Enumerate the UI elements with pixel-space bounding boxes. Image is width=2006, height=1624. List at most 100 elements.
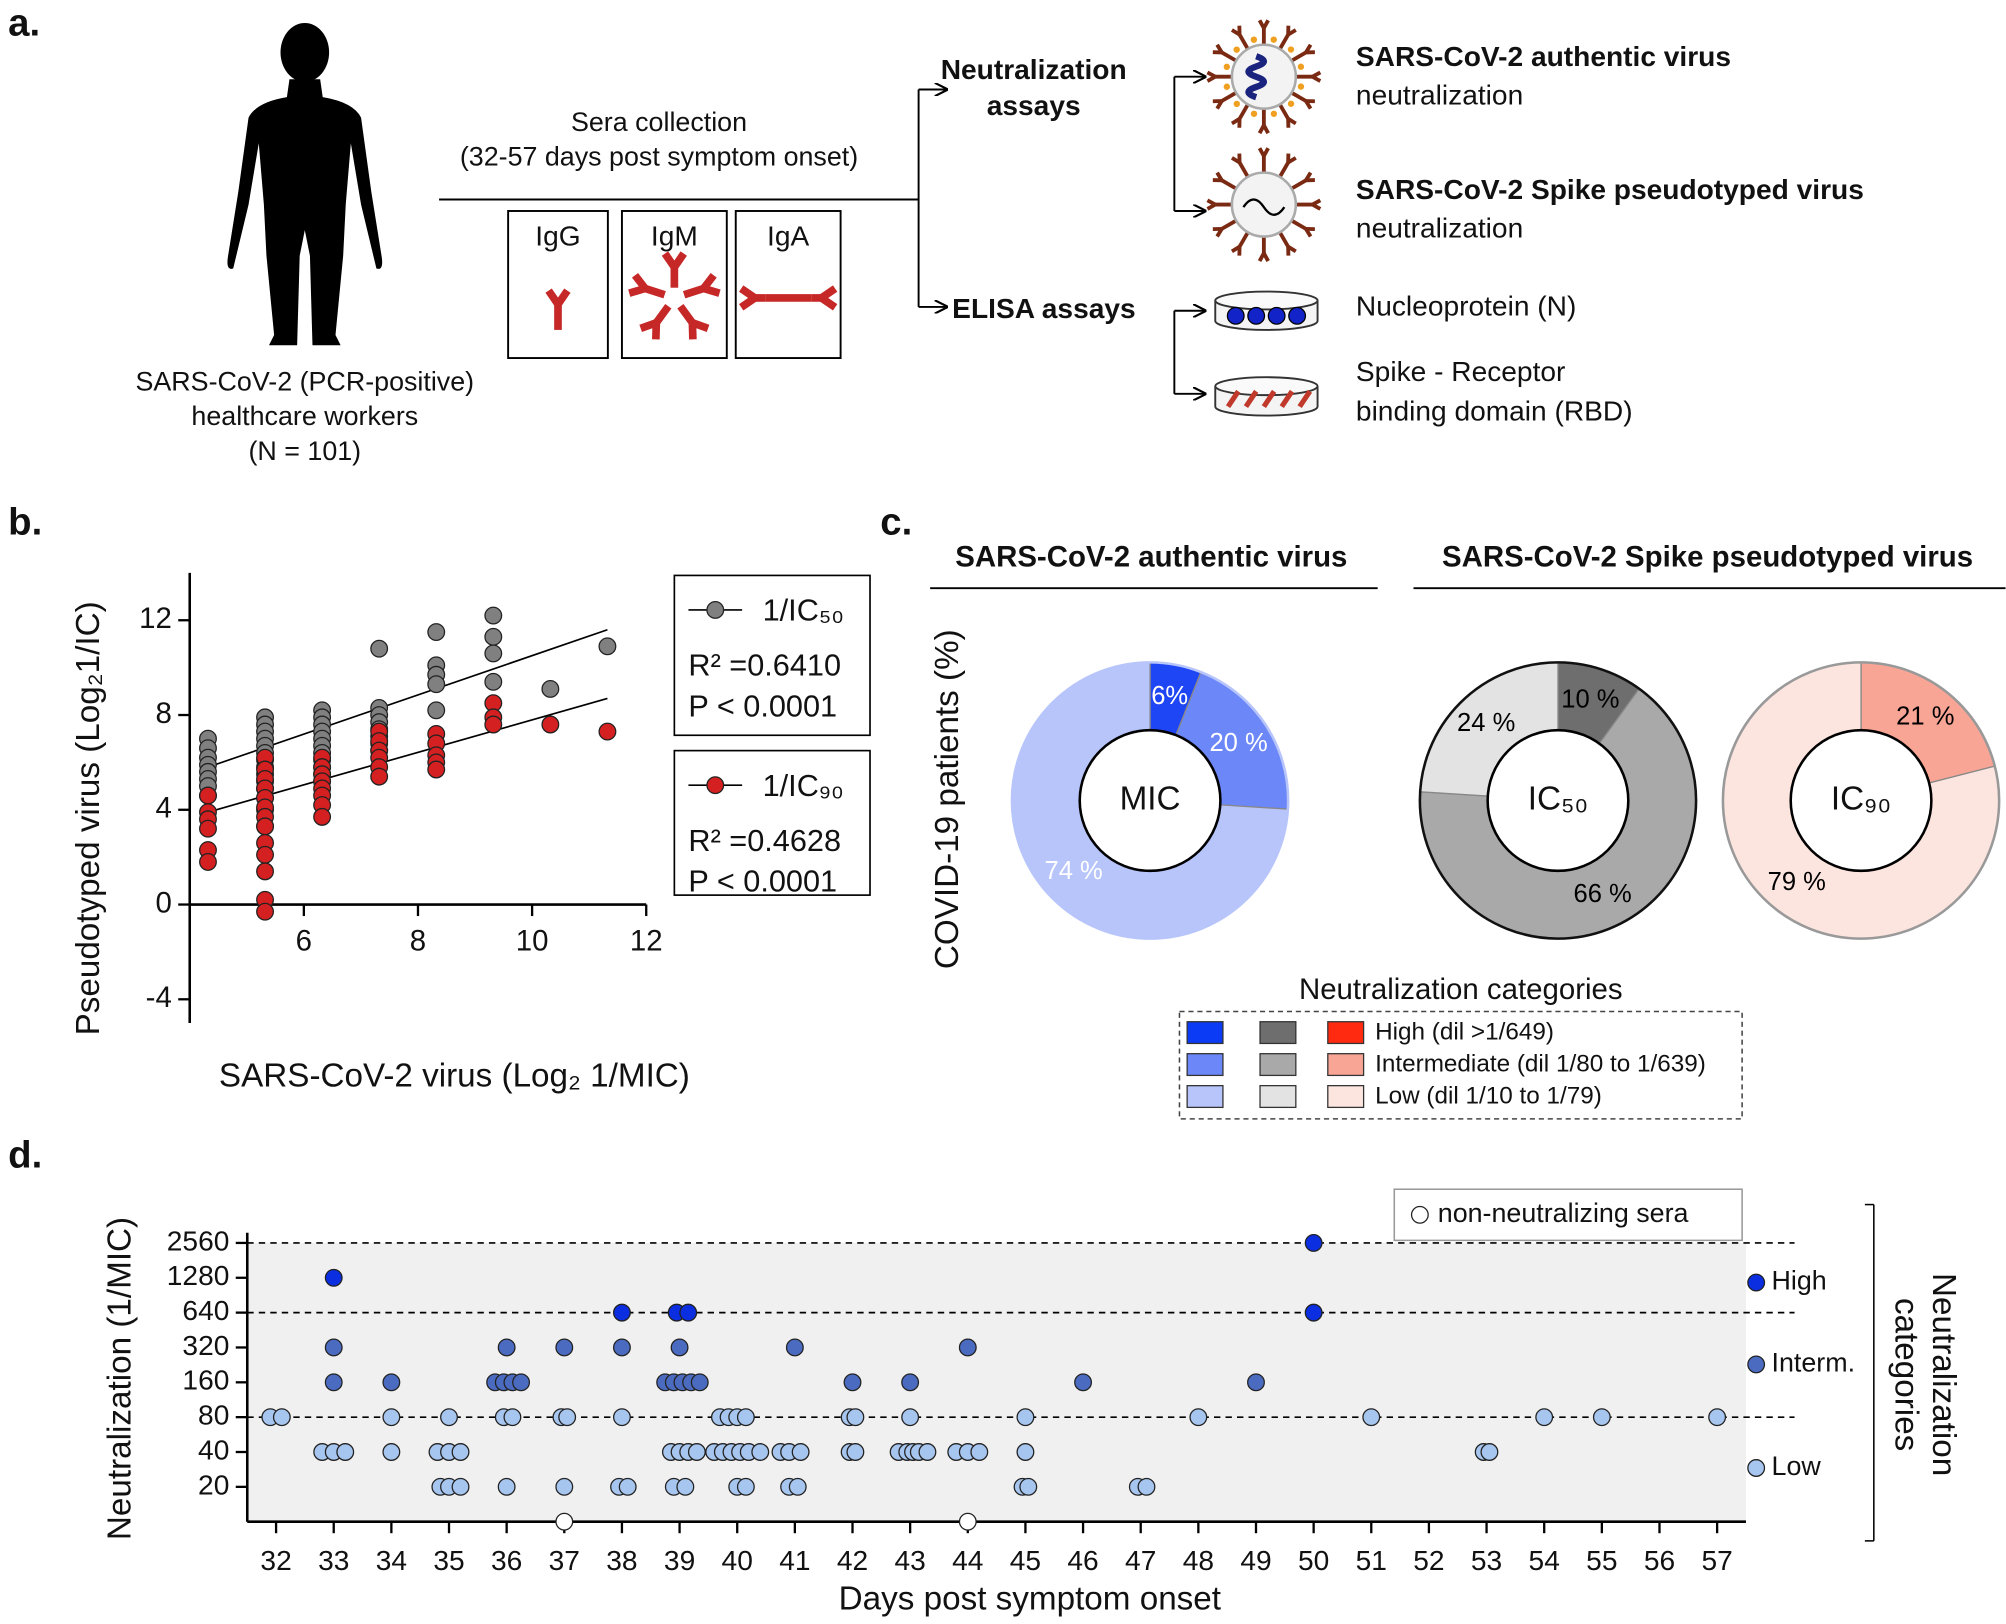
data-point <box>846 1408 865 1427</box>
virus-spike <box>1278 161 1290 178</box>
value-label: 10 % <box>1561 686 1619 714</box>
panel-label: c. <box>880 500 912 543</box>
virus-spike <box>1220 218 1238 231</box>
legend-marker <box>706 776 725 795</box>
isotype-label: IgG <box>535 220 580 251</box>
virus-spike <box>1237 103 1250 120</box>
nucleoprotein <box>1288 306 1307 325</box>
data-point <box>1019 1477 1038 1496</box>
pie-center-label: IC₉₀ <box>1831 780 1891 817</box>
stat-annotation: P < 0.0001 <box>688 689 837 724</box>
isotype-label: IgA <box>767 220 809 251</box>
stat-annotation: R² =0.6410 <box>688 648 841 683</box>
legend-swatch <box>1186 1085 1224 1109</box>
data-point <box>497 1477 516 1496</box>
elisa-item: Nucleoprotein (N) <box>1356 291 1576 322</box>
data-point <box>484 606 503 625</box>
virus-dot <box>1287 100 1295 107</box>
data-point <box>199 819 217 838</box>
legend-label: Low <box>1772 1451 1822 1481</box>
virus-spike <box>1257 147 1266 157</box>
data-point <box>427 760 446 779</box>
x-tick-label: 35 <box>433 1545 464 1576</box>
x-tick-label: 39 <box>664 1545 695 1576</box>
panel-label: b. <box>8 500 42 543</box>
legend-box <box>1393 1188 1743 1242</box>
legend-marker <box>1410 1205 1429 1224</box>
x-tick-label: 6 <box>296 925 312 958</box>
legend-title: Neutralization categories <box>1299 973 1623 1006</box>
x-axis-title: SARS-CoV-2 virus (Log₂ 1/MIC) <box>219 1058 690 1095</box>
legend-title: Neutralization <box>1925 1273 1962 1476</box>
x-tick-label: 32 <box>260 1545 291 1576</box>
virus-dot <box>1233 100 1240 108</box>
data-point <box>256 817 274 836</box>
value-label: 20 % <box>1209 729 1267 757</box>
panel-label: a. <box>8 2 40 45</box>
data-point <box>1304 1233 1323 1252</box>
x-tick-label: 41 <box>779 1545 810 1576</box>
data-point <box>503 1408 522 1427</box>
stat-annotation: R² =0.4628 <box>688 823 841 858</box>
virus-spike <box>1237 33 1250 50</box>
data-point <box>1304 1303 1323 1322</box>
data-point <box>324 1338 343 1357</box>
virus-spike <box>1215 227 1224 238</box>
isotype-label: IgM <box>651 220 698 251</box>
data-point <box>1480 1443 1499 1461</box>
data-point <box>676 1477 695 1496</box>
data-point <box>1074 1373 1093 1392</box>
data-point <box>1535 1408 1554 1427</box>
virus-spike <box>1206 75 1217 83</box>
y-tick-label: 4 <box>155 792 171 825</box>
rbd <box>1297 389 1313 409</box>
data-point <box>843 1373 862 1392</box>
y-tick-label: 0 <box>155 886 171 919</box>
data-point <box>558 1408 577 1427</box>
y-tick-label: 640 <box>182 1295 229 1326</box>
y-tick-label: 160 <box>182 1365 229 1396</box>
legend-swatch <box>1186 1053 1224 1077</box>
x-tick-label: 40 <box>722 1545 753 1576</box>
x-axis-title: Days post symptom onset <box>839 1581 1221 1618</box>
virus-spike <box>1262 252 1270 262</box>
x-tick-label: 36 <box>491 1545 522 1576</box>
virus-spike <box>1311 70 1322 79</box>
nucleoprotein <box>1226 306 1245 325</box>
x-tick-label: 53 <box>1471 1545 1502 1576</box>
virus-dot <box>1297 83 1305 90</box>
value-label: 24 % <box>1457 709 1515 737</box>
virus-dot <box>1250 110 1258 117</box>
collection-text: Sera collection <box>571 107 747 137</box>
data-point <box>256 845 274 864</box>
antibody <box>817 285 838 311</box>
virus-spike <box>1278 103 1290 120</box>
data-point <box>427 701 446 720</box>
y-tick-label: 1280 <box>167 1260 230 1291</box>
x-tick-label: 47 <box>1125 1545 1156 1576</box>
data-point <box>598 722 617 741</box>
data-point <box>324 1268 343 1287</box>
data-point <box>970 1443 989 1461</box>
legend-swatch <box>1259 1021 1297 1045</box>
pie-edge <box>1418 661 1698 940</box>
virus-spike <box>1220 178 1238 191</box>
data-point <box>1016 1443 1035 1461</box>
data-point <box>427 675 446 694</box>
virus-spike <box>1290 178 1307 191</box>
legend-marker <box>1747 1459 1766 1477</box>
data-point <box>751 1443 770 1461</box>
data-point <box>199 786 217 805</box>
data-point <box>618 1477 637 1496</box>
dish-rim <box>1214 376 1319 397</box>
virus-dot <box>1250 36 1258 43</box>
data-point <box>1592 1408 1611 1427</box>
virus-spike <box>1230 28 1241 37</box>
assay-subtitle: neutralization <box>1356 80 1523 111</box>
x-tick-label: 48 <box>1183 1545 1214 1576</box>
virus-spike <box>1278 231 1290 248</box>
data-point <box>451 1477 470 1496</box>
x-tick-label: 56 <box>1644 1545 1675 1576</box>
data-point <box>370 639 389 658</box>
virus-spike <box>1257 19 1266 30</box>
